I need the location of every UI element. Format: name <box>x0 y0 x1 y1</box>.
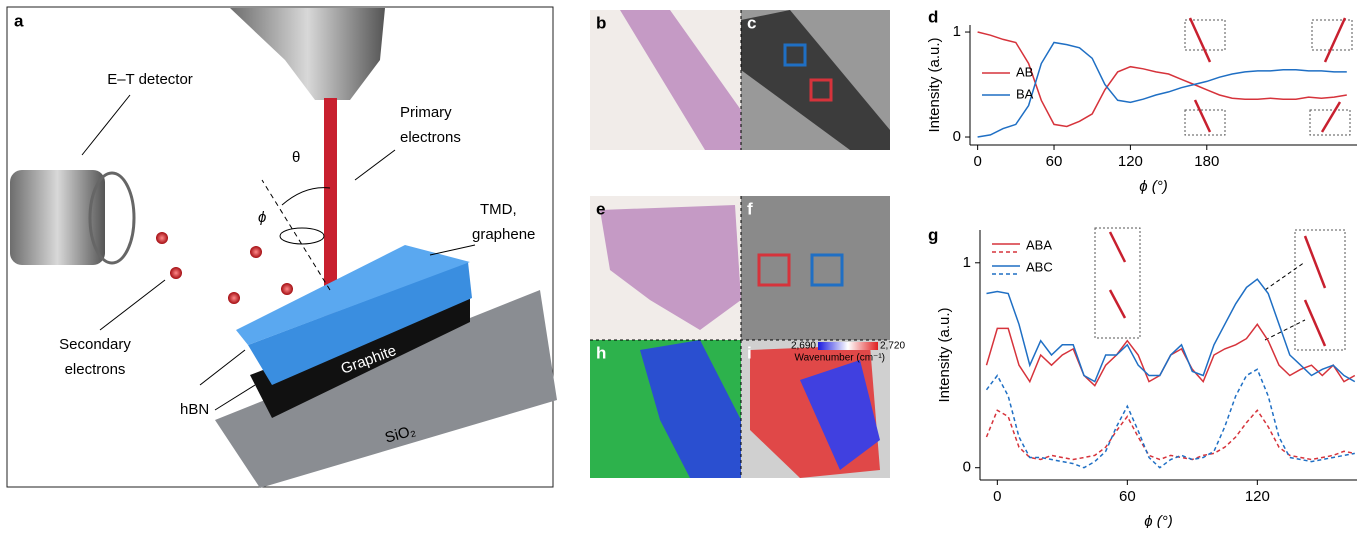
label: E–T detector <box>107 71 193 88</box>
legend-label: ABA <box>1026 237 1052 252</box>
series-line <box>987 369 1355 467</box>
label: ϕ <box>258 209 266 226</box>
x-axis-label: ϕ (°) <box>1139 178 1168 195</box>
panel-label: g <box>928 225 938 244</box>
colorbar <box>818 342 878 350</box>
image-f <box>741 196 890 340</box>
series-line <box>987 410 1355 459</box>
legend-label: AB <box>1016 64 1033 79</box>
figure: a E–T detector Primary electrons θ ϕ TMD… <box>0 0 1357 528</box>
page: a E–T detector Primary electrons θ ϕ TMD… <box>0 0 1357 533</box>
x-tick-label: 60 <box>1046 153 1063 170</box>
colorbar-label: 2,720 <box>880 341 905 352</box>
electron <box>170 267 182 279</box>
panel-label: b <box>596 13 606 32</box>
panel-label: f <box>747 199 753 218</box>
colorbar-label: 2,690 <box>791 341 816 352</box>
colorbar-title: Wavenumber (cm⁻¹) <box>795 353 885 364</box>
label: electrons <box>65 361 126 378</box>
y-tick-label: 1 <box>963 254 971 271</box>
x-tick-label: 60 <box>1119 488 1136 505</box>
label: graphene <box>472 226 535 243</box>
x-tick-label: 120 <box>1118 153 1143 170</box>
electron <box>250 246 262 258</box>
x-axis-label: ϕ (°) <box>1144 513 1173 528</box>
electron <box>281 283 293 295</box>
panel-label: i <box>747 343 752 362</box>
electron <box>156 232 168 244</box>
panel-label: a <box>14 11 24 30</box>
panel-label: e <box>596 199 605 218</box>
y-axis-label: Intensity (a.u.) <box>936 307 953 402</box>
x-tick-label: 0 <box>993 488 1001 505</box>
panel-label: h <box>596 343 606 362</box>
y-tick-label: 0 <box>963 459 971 476</box>
label: Primary <box>400 104 452 121</box>
x-tick-label: 0 <box>973 153 981 170</box>
y-tick-label: 1 <box>953 23 961 40</box>
label: Secondary <box>59 336 131 353</box>
label: electrons <box>400 129 461 146</box>
legend-label: BA <box>1016 86 1034 101</box>
x-tick-label: 120 <box>1245 488 1270 505</box>
electron <box>228 292 240 304</box>
label: TMD, <box>480 201 517 218</box>
panel-label: c <box>747 13 756 32</box>
series-line <box>987 279 1355 381</box>
label: hBN <box>180 401 209 418</box>
x-tick-label: 180 <box>1194 153 1219 170</box>
y-tick-label: 0 <box>953 128 961 145</box>
panel-label: d <box>928 7 938 26</box>
y-axis-label: Intensity (a.u.) <box>926 37 943 132</box>
label: θ <box>292 149 300 166</box>
legend-label: ABC <box>1026 259 1053 274</box>
